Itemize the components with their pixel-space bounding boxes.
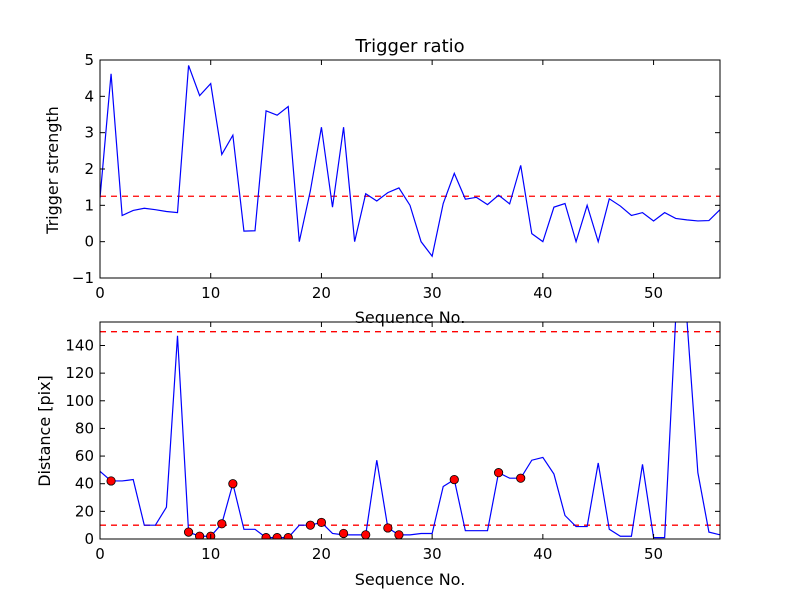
- data-point-marker: [394, 530, 404, 539]
- data-point-marker: [283, 533, 293, 539]
- y-tick-label: 4: [84, 87, 94, 105]
- data-point-marker: [316, 517, 327, 528]
- data-point-marker: [383, 523, 393, 533]
- data-point-marker: [305, 520, 315, 530]
- x-tick-label: 20: [312, 284, 331, 302]
- data-point-marker: [195, 531, 205, 539]
- y-tick-label: 0: [84, 530, 94, 548]
- data-point-marker: [361, 530, 371, 539]
- x-tick-label: 0: [95, 545, 105, 563]
- x-tick-label: 50: [644, 284, 663, 302]
- y-tick-label: 20: [75, 502, 94, 520]
- trigger-ratio-title: Trigger ratio: [354, 36, 464, 57]
- plot-area: [100, 322, 720, 539]
- trigger-ratio-xlabel: Sequence No.: [355, 308, 466, 327]
- y-tick-label: 5: [84, 51, 94, 69]
- x-tick-label: 10: [201, 284, 220, 302]
- series-line: [100, 65, 720, 258]
- data-point-marker: [516, 473, 526, 483]
- data-point-marker: [261, 533, 271, 539]
- y-tick-label: 100: [65, 392, 94, 410]
- y-tick-label: 140: [65, 336, 94, 354]
- data-point-marker: [217, 519, 227, 529]
- y-tick-label: −1: [72, 269, 94, 287]
- y-tick-label: 1: [84, 196, 94, 214]
- data-point-marker: [338, 528, 349, 539]
- distance-xlabel: Sequence No.: [355, 570, 466, 589]
- distance-ylabel: Distance [pix]: [35, 375, 54, 487]
- plot-area: [100, 65, 720, 258]
- x-tick-label: 0: [95, 284, 105, 302]
- axes-frame: [99, 321, 721, 540]
- y-tick-label: 120: [65, 364, 94, 382]
- data-point-marker: [106, 476, 116, 486]
- x-tick-label: 30: [423, 545, 442, 563]
- data-point-marker: [493, 468, 504, 478]
- x-tick-label: 10: [201, 545, 220, 563]
- y-tick-label: 80: [75, 419, 94, 437]
- data-point-marker: [228, 479, 238, 489]
- x-tick-label: 40: [533, 545, 552, 563]
- y-tick-label: 3: [84, 124, 94, 142]
- trigger-ratio-axes: Trigger ratio Sequence No. Trigger stren…: [43, 36, 721, 327]
- y-tick-label: 0: [84, 233, 94, 251]
- y-tick-label: 40: [75, 475, 94, 493]
- data-point-marker: [183, 527, 194, 537]
- x-tick-label: 30: [423, 284, 442, 302]
- data-point-marker: [449, 474, 459, 485]
- x-tick-label: 40: [533, 284, 552, 302]
- x-tick-label: 50: [644, 545, 663, 563]
- distance-axes: Sequence No. Distance [pix] 0 10 20 30 40 50 0…: [35, 321, 721, 589]
- trigger-ratio-ylabel: Trigger strength: [43, 106, 62, 235]
- data-point-marker: [272, 533, 282, 539]
- x-tick-label: 20: [312, 545, 331, 563]
- y-tick-label: 60: [75, 447, 94, 465]
- y-tick-label: 2: [84, 160, 94, 178]
